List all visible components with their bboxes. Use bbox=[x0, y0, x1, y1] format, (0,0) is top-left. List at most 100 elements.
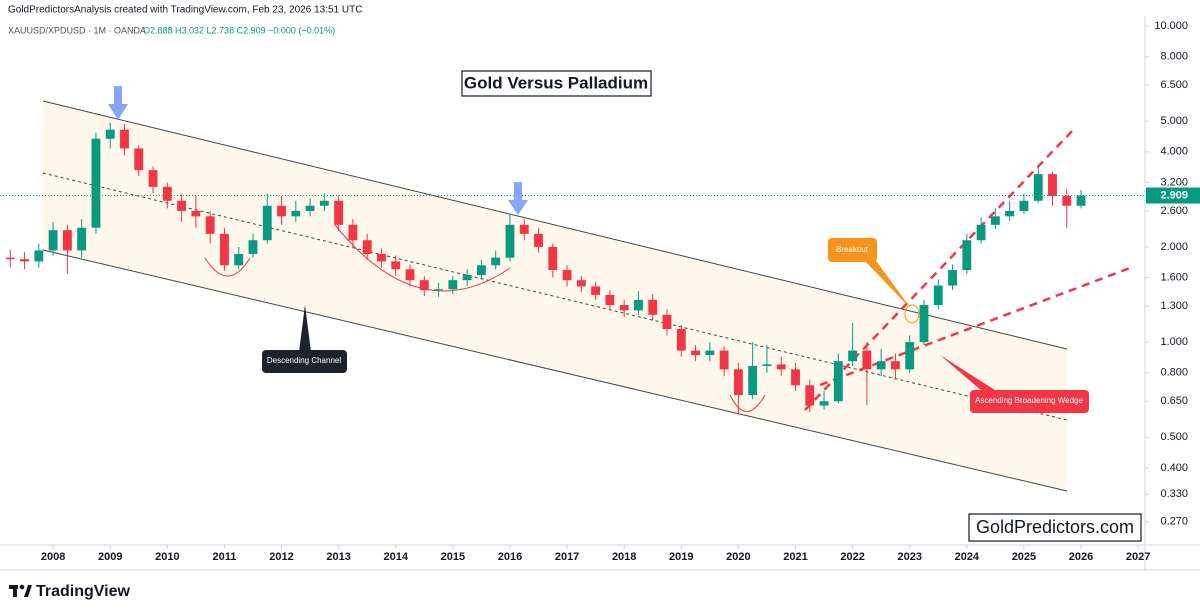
candle-body bbox=[676, 329, 686, 351]
candle-body bbox=[534, 233, 543, 247]
candle-body bbox=[705, 350, 715, 356]
candle-body bbox=[476, 265, 486, 276]
annotation: Breakout bbox=[836, 245, 869, 254]
candle-body bbox=[948, 270, 957, 286]
wedge-upper bbox=[804, 127, 1076, 411]
x-tick-label: 2008 bbox=[41, 551, 65, 563]
callout-pointer bbox=[862, 258, 912, 310]
candles bbox=[0, 122, 1145, 415]
candle-body bbox=[733, 369, 743, 396]
candle-body bbox=[77, 227, 87, 251]
candle-body bbox=[576, 280, 586, 287]
x-tick-label: 2019 bbox=[669, 551, 693, 563]
chart-title: Gold Versus Palladium bbox=[464, 73, 648, 92]
y-tick-label: 0.650 bbox=[1160, 395, 1188, 407]
candle-body bbox=[762, 364, 772, 367]
y-tick-label: 1.300 bbox=[1160, 300, 1188, 312]
candle-body bbox=[990, 216, 1000, 225]
candle-body bbox=[305, 205, 315, 211]
x-tick-label: 2020 bbox=[726, 551, 750, 563]
y-tick-label: 0.400 bbox=[1160, 462, 1188, 474]
candle-body bbox=[819, 401, 829, 406]
ohlc: O2.888 H3.032 L2.738 C2.909 −0.000 (−0.0… bbox=[143, 25, 335, 35]
candle-body bbox=[419, 280, 429, 291]
breakout-circle bbox=[904, 304, 920, 324]
x-tick-label: 2018 bbox=[612, 551, 636, 563]
candle-body bbox=[248, 240, 258, 254]
y-tick-label: 10.000 bbox=[1154, 20, 1188, 32]
y-tick-label: 5.000 bbox=[1160, 115, 1188, 127]
channel-lower bbox=[42, 249, 1068, 492]
candle-body bbox=[62, 230, 72, 251]
candle-body bbox=[691, 350, 700, 356]
candle-body bbox=[34, 250, 44, 262]
candle-body bbox=[220, 233, 229, 266]
x-tick-label: 2015 bbox=[441, 551, 465, 563]
candle-body bbox=[491, 257, 501, 266]
watermark: GoldPredictors.com bbox=[976, 517, 1134, 537]
candle-body bbox=[1048, 174, 1057, 196]
candle-body bbox=[191, 210, 201, 217]
callout-box bbox=[970, 390, 1089, 413]
arc bbox=[729, 394, 766, 412]
x-tick-label: 2023 bbox=[897, 551, 921, 563]
candle-body bbox=[134, 148, 144, 171]
annotation: Ascending Broadening Wedge bbox=[975, 396, 1083, 405]
candle-body bbox=[1062, 195, 1072, 206]
annotation: Descending Channel bbox=[267, 356, 341, 365]
candle-body bbox=[262, 205, 272, 241]
logo bbox=[9, 584, 32, 597]
candle-body bbox=[748, 366, 758, 396]
candle-body bbox=[48, 230, 58, 251]
x-tick-label: 2025 bbox=[1012, 551, 1036, 563]
candle-body bbox=[833, 361, 843, 402]
candle-body bbox=[719, 350, 729, 370]
x-tick-label: 2014 bbox=[384, 551, 409, 563]
x-tick-label: 2012 bbox=[269, 551, 293, 563]
callout-box bbox=[828, 238, 877, 262]
x-tick-label: 2022 bbox=[840, 551, 864, 563]
y-tick-label: 3.200 bbox=[1160, 176, 1188, 188]
candle-body bbox=[933, 285, 943, 306]
candle-body bbox=[20, 259, 29, 262]
x-tick-label: 2024 bbox=[955, 551, 980, 563]
candle-body bbox=[405, 269, 415, 281]
candle-body bbox=[91, 138, 101, 228]
candle-body bbox=[605, 294, 615, 306]
watermark-box bbox=[968, 513, 1142, 542]
candle-body bbox=[976, 224, 986, 241]
y-tick-label: 8.000 bbox=[1160, 51, 1188, 63]
candle-body bbox=[848, 350, 858, 362]
candle-body bbox=[319, 200, 329, 206]
x-tick-label: 2021 bbox=[783, 551, 807, 563]
candle-body bbox=[634, 299, 643, 311]
arrow bbox=[508, 182, 528, 215]
x-tick-label: 2011 bbox=[212, 551, 236, 563]
x-tick-label: 2009 bbox=[98, 551, 122, 563]
y-tick-label: 0.500 bbox=[1160, 431, 1188, 443]
candle-body bbox=[519, 224, 529, 234]
y-tick-label: 2.000 bbox=[1160, 241, 1188, 253]
candle-body bbox=[362, 240, 372, 254]
candle-body bbox=[162, 186, 172, 201]
candle-body bbox=[919, 305, 929, 343]
x-tick-label: 2017 bbox=[555, 551, 579, 563]
x-tick-label: 2013 bbox=[326, 551, 350, 563]
candle-body bbox=[905, 342, 915, 370]
candle-body bbox=[177, 200, 187, 211]
candle-body bbox=[234, 253, 244, 266]
candle-body bbox=[277, 205, 286, 217]
arrow bbox=[108, 86, 128, 120]
callout-box bbox=[262, 350, 347, 373]
y-tick-label: 0.270 bbox=[1160, 516, 1188, 528]
brand: TradingView bbox=[36, 583, 131, 600]
candle-body bbox=[334, 200, 344, 225]
credit: GoldPredictorsAnalysis created with Trad… bbox=[8, 5, 362, 16]
candle-body bbox=[876, 361, 886, 370]
candle-body bbox=[205, 216, 215, 234]
candle-body bbox=[1005, 210, 1015, 217]
candle-body bbox=[619, 305, 629, 311]
candle-body bbox=[1033, 174, 1043, 201]
candle-body bbox=[591, 286, 601, 295]
